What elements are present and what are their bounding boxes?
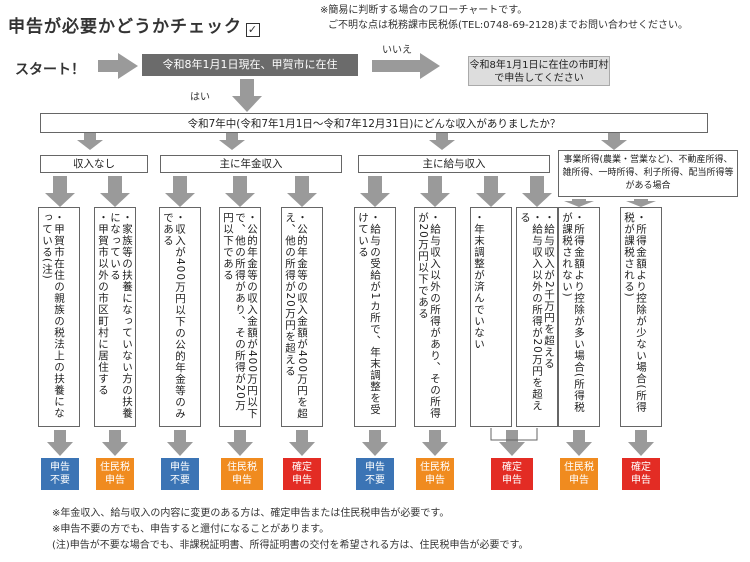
no-result-box: 令和8年1月1日に在住の市町村で申告してください — [468, 56, 610, 86]
condition-box: ・年末調整が済んでいない — [470, 207, 512, 427]
note-simple-judgement: ※簡易に判断する場合のフローチャートです。 — [320, 5, 528, 16]
condition-box: ・給与収入以外の所得があり、その所得が20万円以下である — [414, 207, 456, 427]
result-badge: 確定 申告 — [283, 458, 321, 490]
category-pension: 主に年金収入 — [160, 155, 342, 173]
note-contact: ご不明な点は税務課市民税係(TEL:0748-69-2128)までお問い合わせく… — [328, 20, 689, 31]
start-label: スタート！ — [15, 62, 85, 78]
category-salary: 主に給与収入 — [358, 155, 550, 173]
category-business: 事業所得(農業・営業など)、不動産所得、雑所得、一時所得、利子所得、配当所得等が… — [558, 150, 738, 197]
condition-box: ・公的年金等の収入金額が400万円以下で、他の所得があり、その所得が20万円以下… — [219, 207, 261, 427]
category-no-income: 収入なし — [40, 155, 148, 173]
condition-to-result-arrows — [47, 430, 654, 456]
category-to-condition-arrows — [45, 176, 656, 207]
no-label: いいえ — [382, 45, 412, 56]
result-badge: 住民税 申告 — [416, 458, 454, 490]
condition-box: ・公的年金等の収入金額が400万円を超え、他の所得が20万円を超える — [281, 207, 323, 427]
footnote: ※申告不要の方でも、申告すると還付になることがあります。 — [52, 524, 330, 535]
condition-box: ・収入が400万円以下の公的年金等のみである — [159, 207, 201, 427]
yes-label: はい — [190, 92, 210, 103]
condition-box: ・所得金額より控除が多い場合(所得税が課税されない) — [558, 207, 600, 427]
check-box-icon: ✓ — [246, 23, 260, 37]
result-badge: 住民税 申告 — [96, 458, 134, 490]
income-question: 令和7年中(令和7年1月1日～令和7年12月31日)にどんな収入がありましたか？ — [40, 113, 708, 133]
condition-box: ・給与収入が2千万円を超える ・給与収入以外の所得が20万円を超える — [516, 207, 558, 427]
condition-box: ・家族等の扶養になっていない方の扶養になっている ・甲賀市以外の市区町村に居住す… — [94, 207, 136, 427]
footnote: ※年金収入、給与収入の内容に変更のある方は、確定申告または住民税申告が必要です。 — [52, 508, 450, 519]
footnote: (注)申告が不要な場合でも、非課税証明書、所得証明書の交付を希望される方は、住民… — [52, 540, 529, 551]
result-badge: 住民税 申告 — [560, 458, 598, 490]
condition-box: ・甲賀市在住の親族の税法上の扶養になっている(注) — [38, 207, 80, 427]
condition-box: ・給与の受給が1カ所で、年末調整を受けている — [354, 207, 396, 427]
result-badge: 申告 不要 — [356, 458, 394, 490]
residence-question: 令和8年1月1日現在、甲賀市に在住 — [142, 54, 358, 76]
result-badge: 申告 不要 — [161, 458, 199, 490]
condition-box: ・所得金額より控除が少ない場合(所得税が課税される) — [620, 207, 662, 427]
result-badge: 申告 不要 — [41, 458, 79, 490]
result-badge: 確定 申告 — [491, 458, 533, 490]
result-badge: 住民税 申告 — [221, 458, 263, 490]
result-badge: 確定 申告 — [622, 458, 660, 490]
page-title: 申告が必要かどうかチェック ✓ — [8, 17, 260, 37]
